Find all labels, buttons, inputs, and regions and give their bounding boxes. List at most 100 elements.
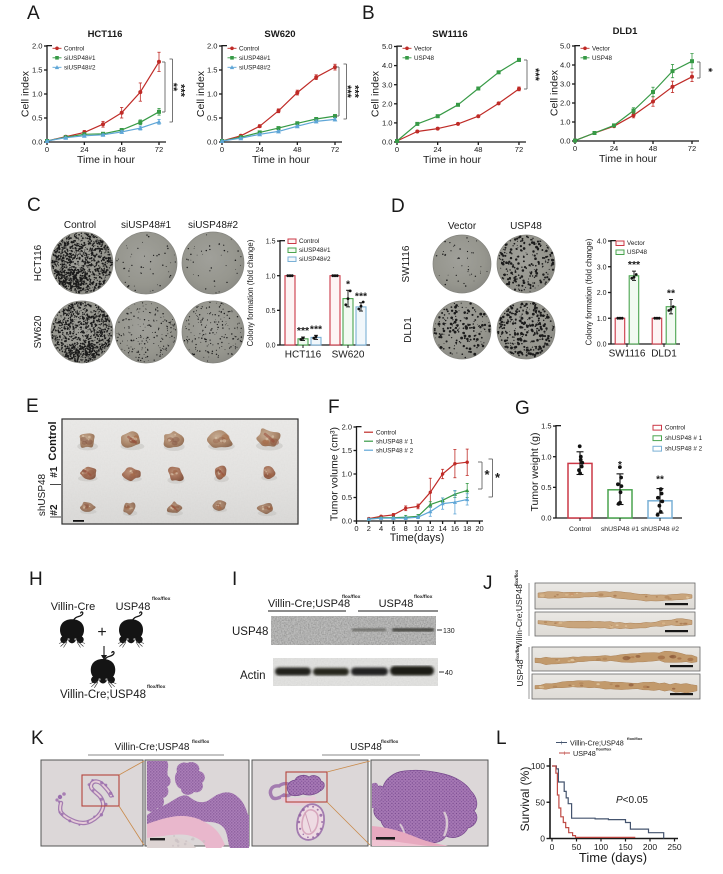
svg-text:0.0: 0.0 (382, 138, 393, 147)
svg-text:5.0: 5.0 (560, 42, 571, 51)
svg-text:24: 24 (255, 145, 263, 154)
svg-text:USP48: USP48 (379, 598, 414, 610)
svg-text:***: *** (349, 85, 361, 99)
svg-text:1.0: 1.0 (207, 90, 218, 99)
svg-text:8: 8 (404, 524, 408, 533)
svg-text:Vector: Vector (414, 46, 432, 53)
svg-text:Time in hour: Time in hour (77, 154, 135, 166)
svg-text:0: 0 (395, 145, 399, 154)
svg-text:SW620: SW620 (264, 29, 295, 40)
svg-text:1.5: 1.5 (32, 66, 43, 75)
svg-text:flox/flox: flox/flox (147, 684, 166, 690)
svg-text:SW1116: SW1116 (432, 29, 467, 40)
svg-text:Villin-Cre;USP48: Villin-Cre;USP48 (60, 689, 146, 701)
svg-text:5.0: 5.0 (382, 42, 393, 51)
svg-text:Time (days): Time (days) (579, 850, 647, 865)
svg-text:Villin-Cre;USP48: Villin-Cre;USP48 (115, 742, 190, 753)
svg-text:+: + (97, 624, 106, 641)
svg-text:0: 0 (354, 524, 358, 533)
svg-text:siUSP48#2: siUSP48#2 (239, 65, 271, 72)
svg-text:72: 72 (515, 145, 523, 154)
svg-text:12: 12 (426, 524, 434, 533)
svg-text:0: 0 (45, 145, 49, 154)
svg-text:1.0: 1.0 (541, 452, 551, 461)
svg-text:4.0: 4.0 (560, 61, 571, 70)
svg-text:0: 0 (573, 144, 577, 153)
svg-text:Control: Control (569, 526, 591, 533)
svg-text:shUSP48 #1: shUSP48 #1 (601, 526, 639, 533)
svg-text:shUSP48: shUSP48 (37, 473, 48, 516)
svg-text:C: C (27, 195, 41, 216)
svg-text:48: 48 (293, 145, 301, 154)
svg-text:0: 0 (540, 834, 545, 844)
svg-text:4.0: 4.0 (597, 239, 607, 246)
svg-text:shUSP48 # 2: shUSP48 # 2 (376, 448, 414, 455)
svg-text:+: + (562, 751, 566, 758)
svg-text:0.5: 0.5 (266, 308, 276, 315)
svg-text:1.5: 1.5 (541, 422, 551, 431)
svg-text:Vector: Vector (592, 46, 610, 53)
svg-text:+: + (559, 740, 563, 747)
svg-text:40: 40 (445, 670, 453, 677)
svg-text:SW620: SW620 (332, 350, 365, 361)
svg-text:D: D (391, 196, 405, 217)
svg-text:Control: Control (47, 421, 59, 460)
svg-text:2.0: 2.0 (342, 423, 352, 432)
svg-text:Control: Control (299, 238, 319, 245)
svg-text:1.0: 1.0 (342, 470, 352, 479)
svg-text:Villin-Cre;USP48: Villin-Cre;USP48 (514, 584, 524, 648)
svg-text:shUSP48 # 1: shUSP48 # 1 (376, 439, 414, 446)
svg-text:USP48: USP48 (350, 742, 382, 753)
svg-text:Cell index: Cell index (370, 70, 382, 117)
svg-text:***: *** (628, 259, 641, 271)
svg-text:flox/flox: flox/flox (514, 569, 519, 586)
svg-text:Villin-Cre;USP48: Villin-Cre;USP48 (570, 739, 624, 748)
svg-text:shUSP48 # 1: shUSP48 # 1 (665, 435, 703, 442)
svg-text:***: *** (529, 68, 541, 82)
svg-text:50: 50 (572, 842, 582, 852)
svg-text:Cell index: Cell index (20, 70, 32, 117)
svg-text:*: * (702, 68, 714, 73)
svg-text:Villin-Cre;USP48: Villin-Cre;USP48 (268, 598, 350, 610)
svg-text:72: 72 (688, 144, 696, 153)
svg-text:2.0: 2.0 (207, 42, 218, 51)
svg-text:E: E (26, 396, 39, 417)
svg-text:*: * (618, 460, 622, 471)
svg-text:flox/flox: flox/flox (515, 644, 520, 661)
svg-text:**: ** (667, 287, 676, 299)
svg-text:A: A (27, 3, 40, 24)
svg-text:0.5: 0.5 (32, 114, 43, 123)
svg-text:USP48: USP48 (116, 601, 151, 613)
svg-text:H: H (29, 569, 43, 590)
svg-text:Time in hour: Time in hour (423, 154, 481, 166)
svg-text:Cell index: Cell index (549, 69, 561, 116)
svg-text:0.0: 0.0 (560, 137, 571, 146)
svg-text:**: ** (167, 83, 179, 92)
svg-text:Survival (%): Survival (%) (518, 767, 532, 832)
svg-text:flox/flox: flox/flox (152, 596, 171, 602)
svg-text:F: F (328, 397, 340, 418)
svg-text:1.0: 1.0 (32, 90, 43, 99)
svg-text:***: *** (310, 323, 323, 335)
svg-text:0.5: 0.5 (541, 483, 551, 492)
svg-text:72: 72 (331, 145, 339, 154)
svg-text:150: 150 (618, 842, 632, 852)
svg-text:J: J (483, 573, 493, 594)
svg-text:***: *** (355, 291, 368, 303)
svg-text:2: 2 (367, 524, 371, 533)
svg-text:HCT116: HCT116 (33, 244, 44, 281)
svg-text:48: 48 (117, 145, 125, 154)
svg-text:*: * (346, 278, 351, 290)
svg-text:2.0: 2.0 (560, 99, 571, 108)
svg-text:#1: #1 (49, 466, 60, 478)
svg-text:USP48: USP48 (510, 221, 542, 232)
svg-text:0.5: 0.5 (207, 114, 218, 123)
svg-text:24: 24 (610, 144, 618, 153)
svg-text:0.0: 0.0 (32, 138, 43, 147)
svg-text:Time in hour: Time in hour (599, 153, 657, 165)
svg-text:100: 100 (531, 761, 545, 771)
svg-text:48: 48 (649, 144, 657, 153)
svg-text:USP48: USP48 (515, 659, 525, 686)
svg-text:100: 100 (594, 842, 608, 852)
svg-text:0.0: 0.0 (597, 342, 607, 349)
